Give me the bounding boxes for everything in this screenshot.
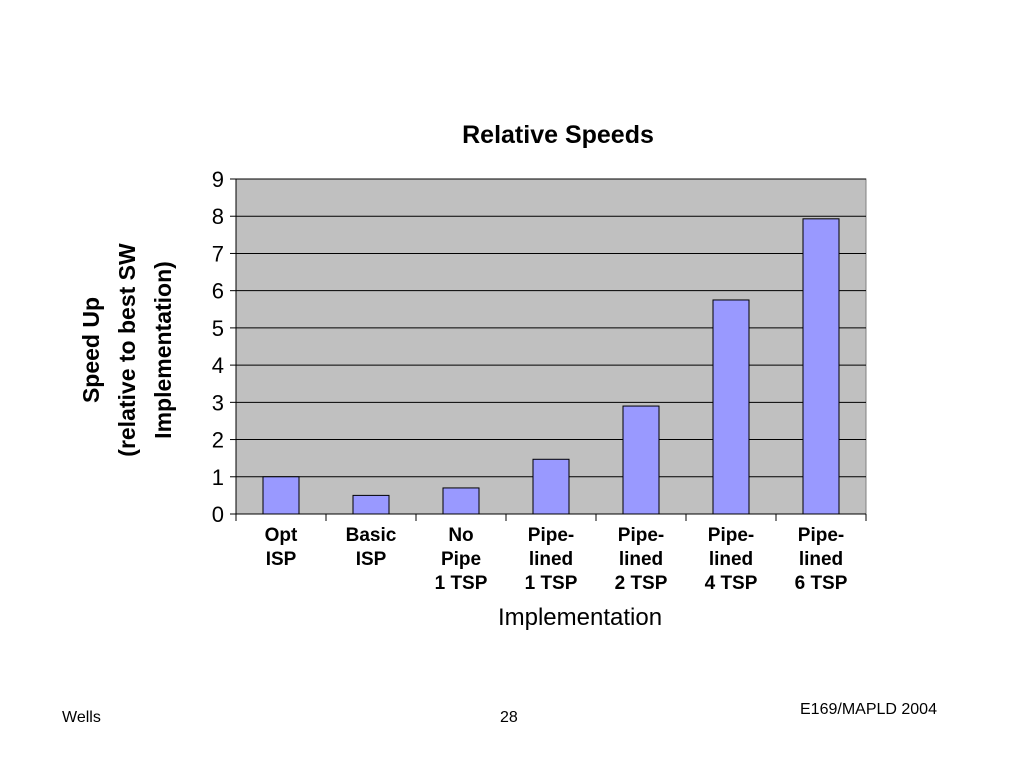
x-tick-label: ISP xyxy=(266,549,297,570)
y-tick-label: 1 xyxy=(212,465,224,490)
y-tick-label: 9 xyxy=(212,167,224,192)
x-tick-label: lined xyxy=(709,549,753,570)
x-tick-label: No xyxy=(448,525,473,546)
x-tick-label: Pipe- xyxy=(618,525,664,546)
x-tick-label: lined xyxy=(529,549,573,570)
bar-chart: Relative Speeds 0 1 2 3 4 5 6 7 8 9 Opt ISP Basic ISP… xyxy=(78,121,867,631)
x-tick-label: Pipe- xyxy=(708,525,754,546)
y-axis-title-line: Speed Up xyxy=(78,297,104,403)
y-tick-label: 2 xyxy=(212,428,224,453)
x-tick-label: 6 TSP xyxy=(795,573,848,594)
x-tick-label: 4 TSP xyxy=(705,573,758,594)
plot-background xyxy=(235,178,867,515)
y-axis-title-line: Implementation) xyxy=(150,261,176,439)
y-tick-label: 4 xyxy=(212,353,224,378)
x-tick-label: Basic xyxy=(346,525,397,546)
footer-author: Wells xyxy=(62,709,101,726)
y-tick-label: 5 xyxy=(212,316,224,341)
x-tick-label: Opt xyxy=(265,525,298,546)
x-tick-label: ISP xyxy=(356,549,387,570)
bar xyxy=(622,405,660,515)
x-tick-label: lined xyxy=(619,549,663,570)
bar xyxy=(802,218,840,515)
bar xyxy=(712,299,750,515)
footer-conference: E169/MAPLD 2004 xyxy=(800,701,937,718)
y-tick-label: 8 xyxy=(212,204,224,229)
x-tick-label: Pipe- xyxy=(528,525,574,546)
bar xyxy=(532,458,570,515)
y-tick-label: 6 xyxy=(212,279,224,304)
chart-title: Relative Speeds xyxy=(462,121,654,149)
y-tick-label: 3 xyxy=(212,390,224,415)
bar xyxy=(442,487,480,515)
y-axis-title-line: (relative to best SW xyxy=(114,243,140,457)
x-axis-title: Implementation xyxy=(498,604,662,631)
footer-page-number: 28 xyxy=(500,709,518,726)
bar xyxy=(262,476,300,515)
bar xyxy=(352,494,390,515)
y-axis-title: Speed Up (relative to best SW Implementati… xyxy=(78,243,176,457)
x-tick-label: lined xyxy=(799,549,843,570)
x-tick-label: 2 TSP xyxy=(615,573,668,594)
y-tick-label: 7 xyxy=(212,241,224,266)
x-tick-label: Pipe- xyxy=(798,525,844,546)
x-tick-label: 1 TSP xyxy=(525,573,578,594)
x-tick-label: Pipe xyxy=(441,549,481,570)
y-tick-label: 0 xyxy=(212,502,224,527)
x-tick-label: 1 TSP xyxy=(435,573,488,594)
plot-area: 0 1 2 3 4 5 6 7 8 9 Opt ISP Basic ISP No Pipe 1 TSP Pipe-… xyxy=(212,167,867,594)
